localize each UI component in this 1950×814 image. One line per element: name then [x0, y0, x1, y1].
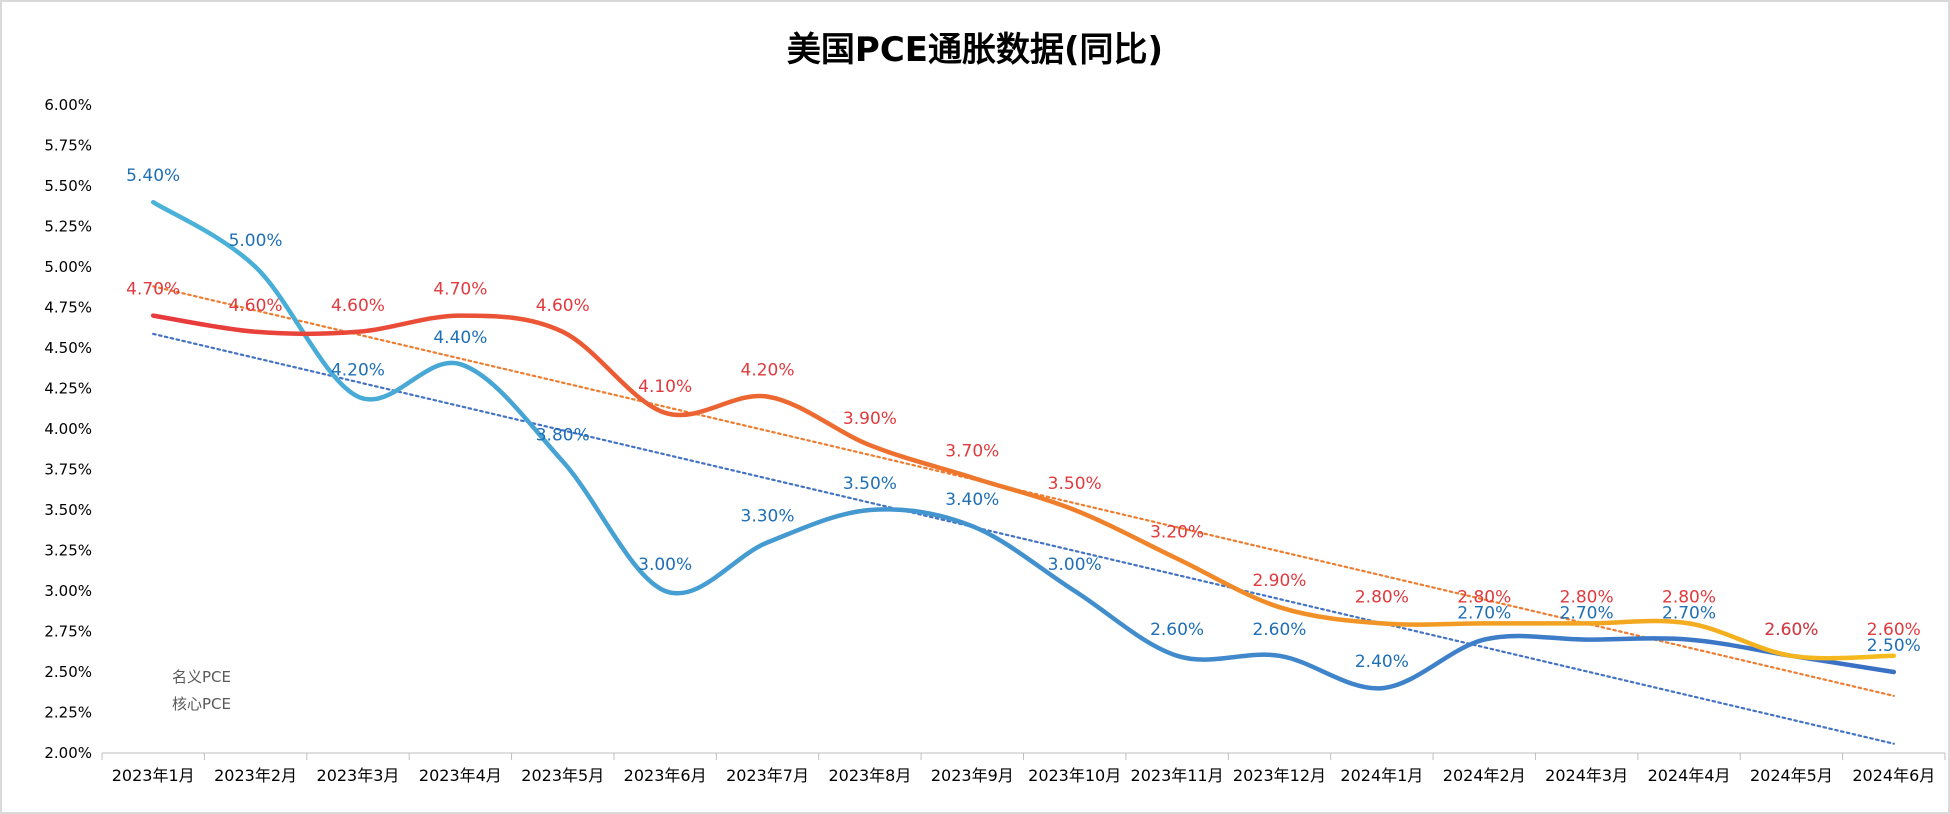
- y-tick-label: 4.50%: [44, 339, 92, 357]
- x-tick-label: 2023年10月: [1028, 766, 1121, 785]
- data-label: 2.70%: [1662, 604, 1716, 624]
- data-label: 3.30%: [741, 506, 795, 526]
- y-tick-label: 3.00%: [44, 582, 92, 600]
- series-lines: [150, 199, 1897, 691]
- data-label: 4.70%: [126, 280, 180, 300]
- x-tick-label: 2024年6月: [1852, 766, 1935, 785]
- series-line-0: [150, 199, 1897, 691]
- y-tick-label: 2.00%: [44, 744, 92, 762]
- x-tick-label: 2023年9月: [931, 766, 1014, 785]
- legend: 名义PCE 核心PCE: [121, 668, 231, 713]
- data-label: 2.80%: [1560, 587, 1614, 607]
- y-tick-label: 4.00%: [44, 420, 92, 438]
- data-label: 2.60%: [1150, 620, 1204, 640]
- trendline-0: [152, 332, 1895, 745]
- data-label: 3.00%: [638, 555, 692, 575]
- data-label: 4.60%: [229, 296, 283, 316]
- data-label: 3.00%: [1048, 555, 1102, 575]
- y-tick-label: 5.75%: [44, 137, 92, 155]
- y-tick-label: 3.75%: [44, 461, 92, 479]
- y-tick-label: 4.75%: [44, 299, 92, 317]
- trendlines: [152, 285, 1895, 745]
- x-axis: 2023年1月 2023年2月 2023年3月 2023年4月 2023年5月 2023年…: [101, 752, 1946, 785]
- data-label: 4.10%: [638, 377, 692, 397]
- data-label: 2.60%: [1252, 620, 1306, 640]
- data-label: 4.70%: [433, 280, 487, 300]
- data-label: 2.80%: [1662, 587, 1716, 607]
- data-labels: 5.40% 5.00% 4.20% 4.40% 3.80% 3.00% 3.30% 3.50%…: [126, 166, 1921, 672]
- data-label: 3.40%: [945, 490, 999, 510]
- data-label: 3.70%: [945, 442, 999, 462]
- x-tick-label: 2024年2月: [1443, 766, 1526, 785]
- chart-title: 美国PCE通胀数据(同比): [786, 30, 1164, 70]
- data-label: 3.50%: [1048, 474, 1102, 494]
- data-label: 4.40%: [433, 328, 487, 348]
- x-tick-label: 2024年5月: [1750, 766, 1833, 785]
- y-tick-label: 5.25%: [44, 218, 92, 236]
- x-tick-label: 2024年1月: [1340, 766, 1423, 785]
- data-label: 4.20%: [741, 361, 795, 381]
- data-label: 2.70%: [1560, 604, 1614, 624]
- x-tick-label: 2023年11月: [1131, 766, 1224, 785]
- y-tick-label: 3.25%: [44, 542, 92, 560]
- series-line-1: [150, 313, 1897, 661]
- x-tick-label: 2023年7月: [726, 766, 809, 785]
- y-tick-label: 2.75%: [44, 623, 92, 641]
- x-tick-label: 2024年3月: [1545, 766, 1628, 785]
- x-tick-label: 2023年1月: [112, 766, 195, 785]
- data-label: 2.50%: [1867, 636, 1921, 656]
- data-label: 5.00%: [229, 231, 283, 251]
- data-label: 2.60%: [1867, 620, 1921, 640]
- data-label: 2.70%: [1457, 604, 1511, 624]
- data-label: 2.40%: [1355, 652, 1409, 672]
- x-tick-label: 2024年4月: [1648, 766, 1731, 785]
- y-tick-label: 3.50%: [44, 501, 92, 519]
- data-label: 2.80%: [1457, 587, 1511, 607]
- data-label: 2.60%: [1764, 620, 1818, 640]
- data-label: 4.60%: [536, 296, 590, 316]
- data-label: 3.80%: [536, 425, 590, 445]
- data-label: 3.20%: [1150, 523, 1204, 543]
- data-label: 3.50%: [843, 474, 897, 494]
- data-label: 2.60%: [1764, 620, 1818, 640]
- data-label: 3.90%: [843, 409, 897, 429]
- data-label: 4.60%: [331, 296, 385, 316]
- x-tick-label: 2023年4月: [419, 766, 502, 785]
- y-tick-label: 5.00%: [44, 258, 92, 276]
- data-label: 2.90%: [1252, 571, 1306, 591]
- data-label: 2.80%: [1355, 587, 1409, 607]
- data-label: 4.20%: [331, 361, 385, 381]
- x-tick-label: 2023年8月: [828, 766, 911, 785]
- x-tick-label: 2023年6月: [624, 766, 707, 785]
- data-label: 5.40%: [126, 166, 180, 186]
- y-tick-label: 2.50%: [44, 663, 92, 681]
- y-axis: 2.00% 2.25% 2.50% 2.75% 3.00% 3.25% 3.50% 3.75%…: [44, 96, 92, 762]
- y-tick-label: 5.50%: [44, 177, 92, 195]
- x-tick-label: 2023年3月: [317, 766, 400, 785]
- y-tick-label: 6.00%: [44, 96, 92, 114]
- legend-label: 核心PCE: [172, 695, 231, 713]
- y-tick-label: 4.25%: [44, 380, 92, 398]
- x-tick-label: 2023年2月: [214, 766, 297, 785]
- legend-label: 名义PCE: [172, 668, 231, 686]
- y-tick-label: 2.25%: [44, 704, 92, 722]
- x-tick-label: 2023年5月: [521, 766, 604, 785]
- x-tick-label: 2023年12月: [1233, 766, 1326, 785]
